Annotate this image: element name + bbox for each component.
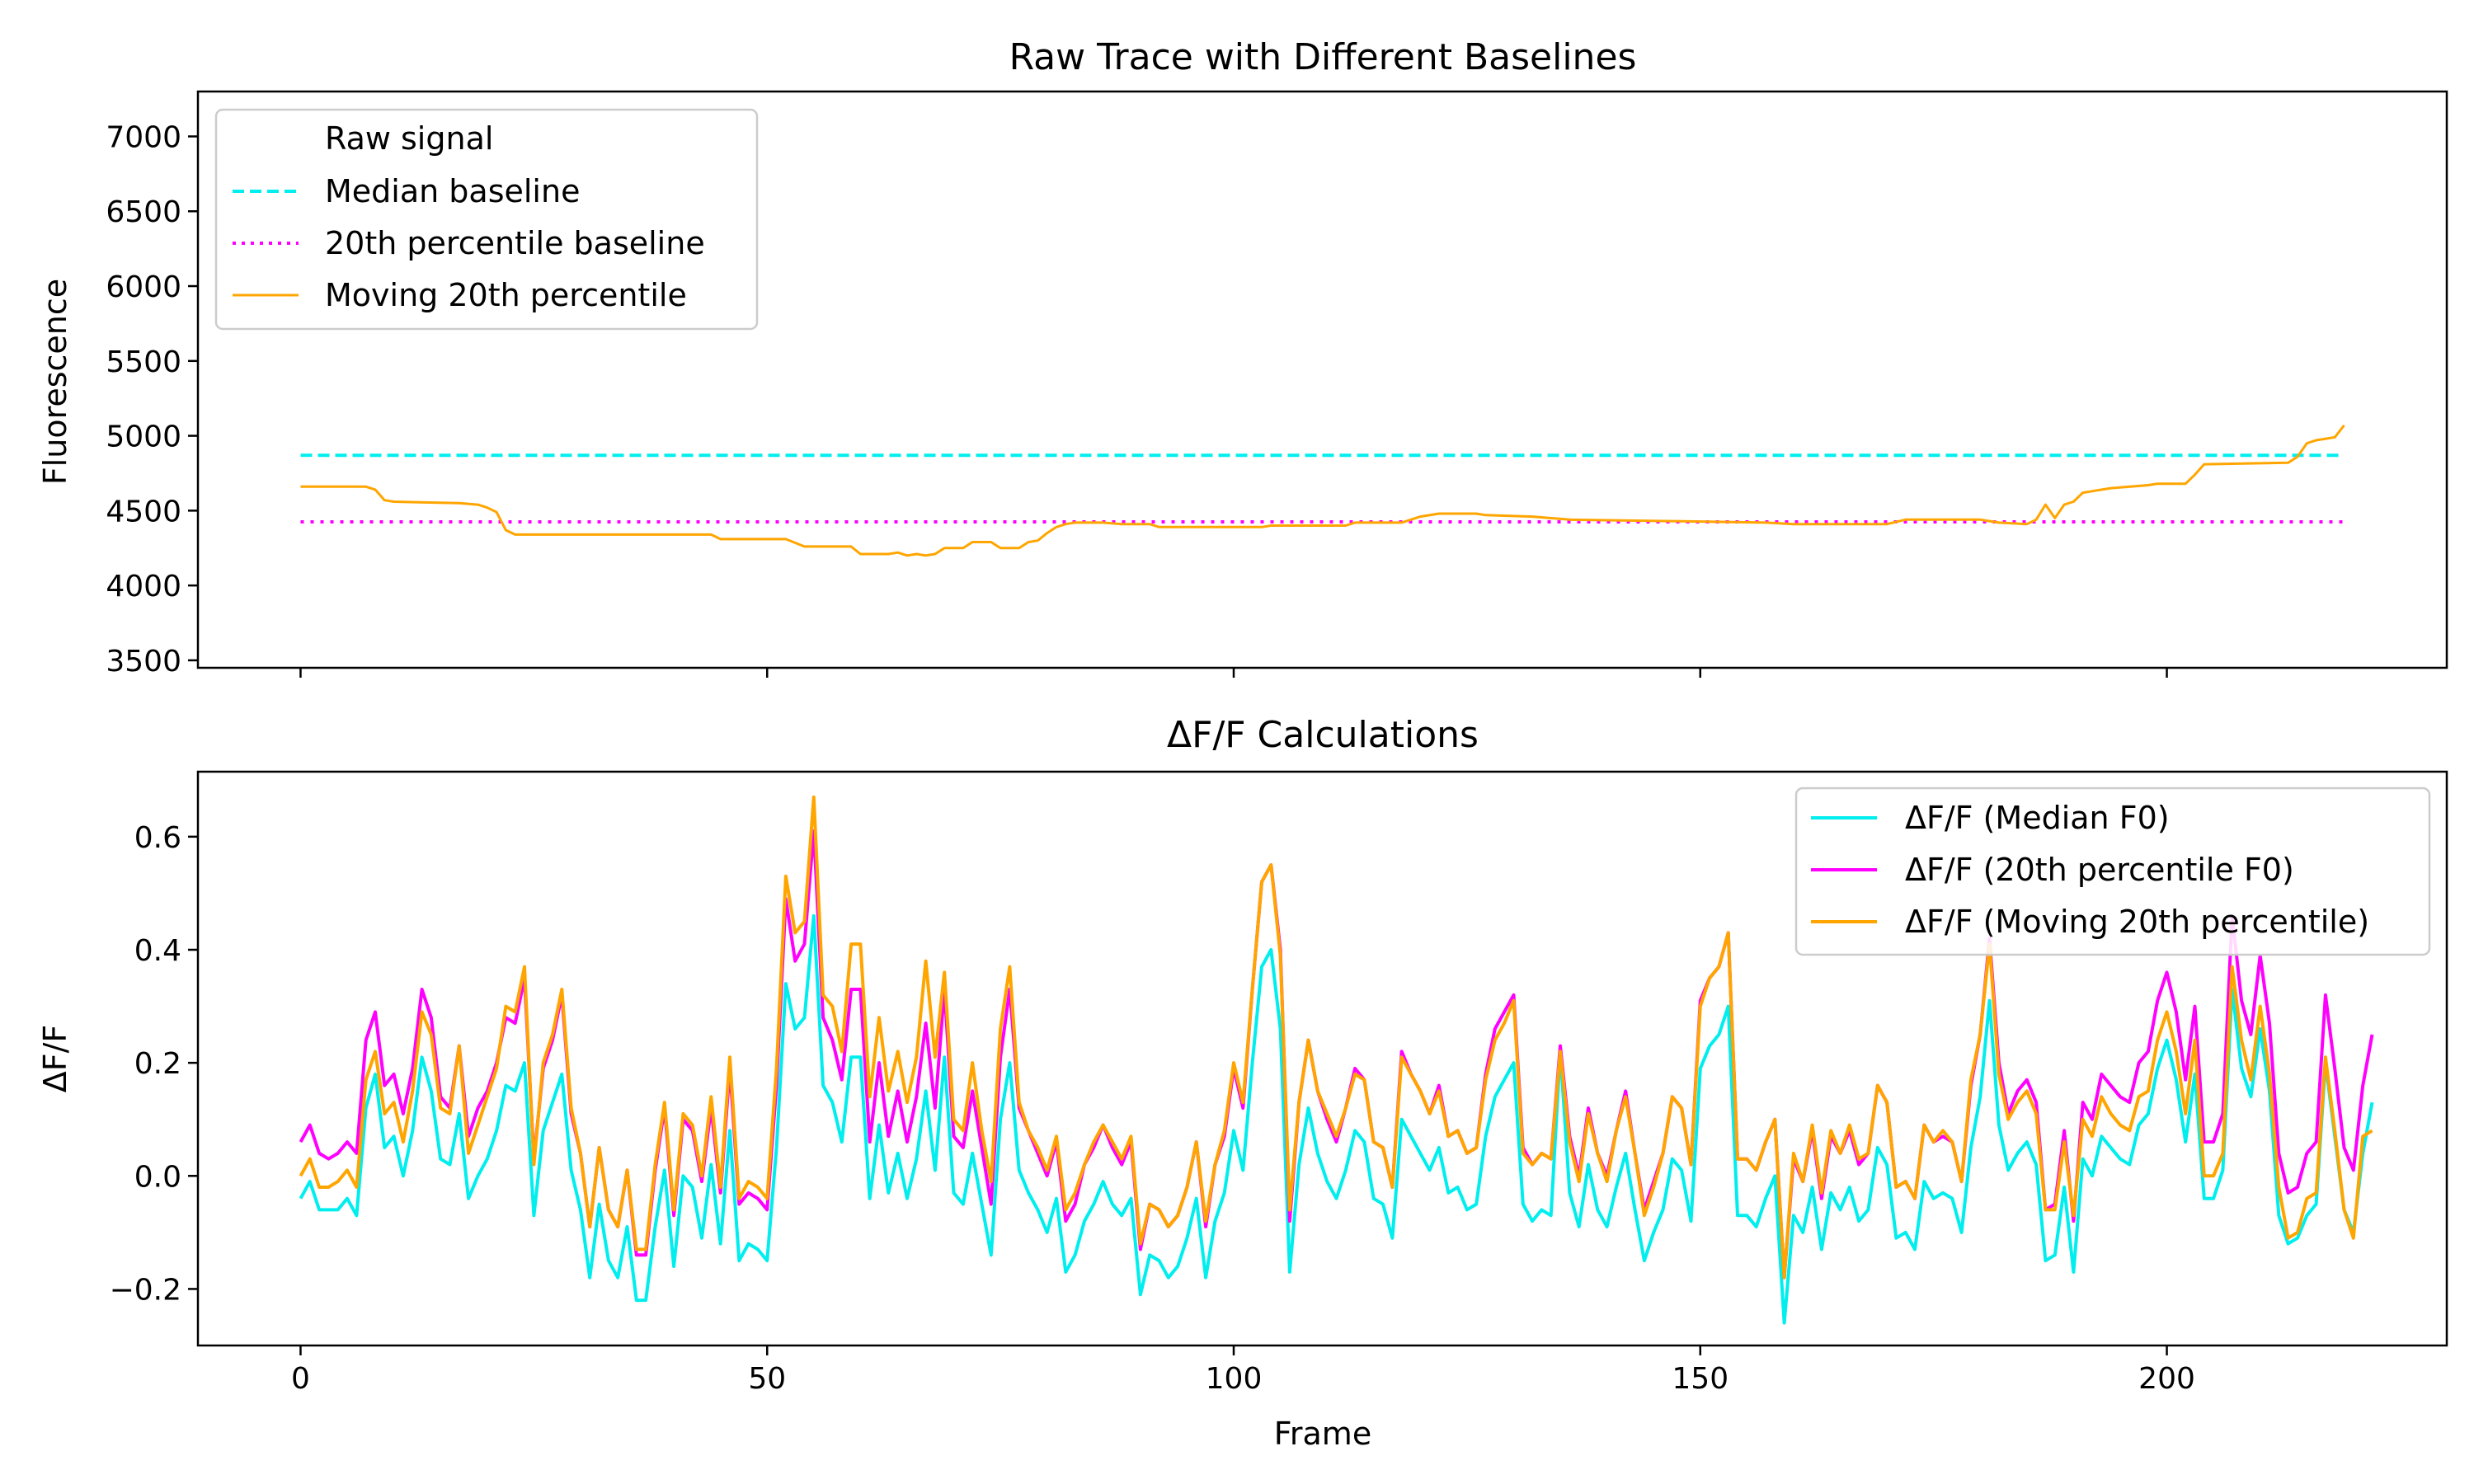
top-y-tick-label: 4000 xyxy=(106,570,181,603)
bottom-x-tick-label: 200 xyxy=(2138,1362,2195,1396)
bottom-y-tick-label: −0.2 xyxy=(110,1273,181,1307)
bottom-legend-box xyxy=(1794,787,2431,956)
bottom-y-tick-label: 0.4 xyxy=(134,934,181,968)
legend-dff-moving-label: ΔF/F (Moving 20th percentile) xyxy=(1905,904,2369,940)
top-series-line-3 xyxy=(300,424,2345,557)
legend-moving-percentile-label: Moving 20th percentile xyxy=(325,277,687,313)
top-y-tick-label: 7000 xyxy=(106,120,181,154)
bottom-subplot: ΔF/F Calculations ΔF/F Frame 0 50 100 150 20… xyxy=(37,714,2448,1452)
bottom-x-axis-label: Frame xyxy=(1274,1416,1371,1452)
top-y-tick-label: 6500 xyxy=(106,195,181,229)
top-y-tick-label: 5500 xyxy=(106,345,181,379)
bottom-y-axis-label: ΔF/F xyxy=(37,1025,73,1093)
top-chart-title: Raw Trace with Different Baselines xyxy=(1009,36,1637,78)
legend-median-baseline-label: Median baseline xyxy=(325,173,580,209)
bottom-y-tick-label: 0.6 xyxy=(134,821,181,855)
top-axes-frame xyxy=(196,90,2448,669)
bottom-series-line-0 xyxy=(299,913,2374,1325)
legend-20th-percentile-label: 20th percentile baseline xyxy=(325,225,705,261)
bottom-x-tick-label: 150 xyxy=(1672,1362,1729,1396)
bottom-series-line-1 xyxy=(299,829,2374,1280)
top-y-tick-label: 3500 xyxy=(106,645,181,679)
top-y-axis-label: Fluorescence xyxy=(37,279,73,485)
legend-dff-median-label: ΔF/F (Median F0) xyxy=(1905,800,2170,836)
bottom-axes-frame xyxy=(196,770,2448,1347)
bottom-series-line-2 xyxy=(299,795,2373,1280)
bottom-x-tick-label: 100 xyxy=(1206,1362,1263,1396)
top-legend-box xyxy=(214,108,759,331)
top-axis-ticks: 3500 4000 4500 5000 5500 6000 6500 7000 xyxy=(106,120,2168,679)
bottom-y-tick-label: 0.0 xyxy=(134,1160,181,1194)
legend-dff-20th-label: ΔF/F (20th percentile F0) xyxy=(1905,852,2294,888)
top-plot-area xyxy=(300,424,2345,557)
bottom-legend: ΔF/F (Median F0) ΔF/F (20th percentile F… xyxy=(1794,787,2431,956)
top-y-tick-label: 4500 xyxy=(106,495,181,528)
bottom-x-tick-label: 0 xyxy=(291,1362,310,1396)
bottom-axis-ticks: 0 50 100 150 200 −0.2 0.0 0.2 0.4 0.6 xyxy=(110,821,2195,1396)
bottom-y-tick-label: 0.2 xyxy=(134,1047,181,1081)
bottom-chart-title: ΔF/F Calculations xyxy=(1167,714,1479,756)
bottom-plot-area xyxy=(299,795,2374,1325)
top-y-tick-label: 5000 xyxy=(106,420,181,454)
legend-raw-signal-label: Raw signal xyxy=(325,120,493,157)
top-subplot: Raw Trace with Different Baselines Fluor… xyxy=(37,36,2448,679)
bottom-x-tick-label: 50 xyxy=(748,1362,786,1396)
top-legend: Raw signal Median baseline 20th percenti… xyxy=(214,108,759,331)
top-y-tick-label: 6000 xyxy=(106,270,181,304)
